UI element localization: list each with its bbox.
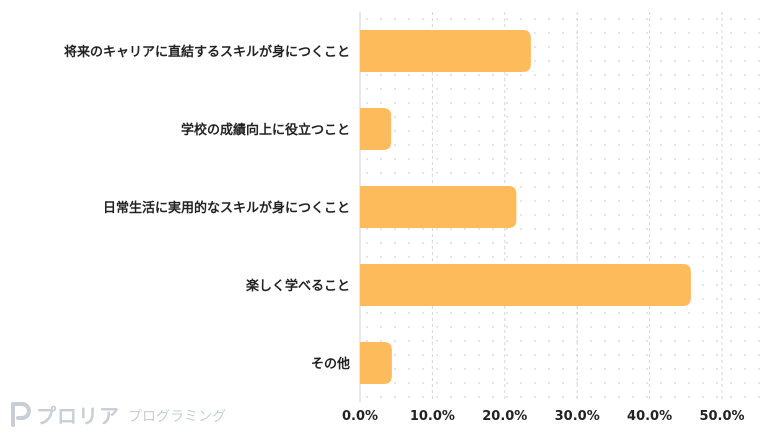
logo-name: プロリア [36, 403, 120, 428]
category-label: 日常生活に実用的なスキルが身につくこと [103, 200, 350, 216]
bar [360, 108, 392, 150]
bar [360, 264, 691, 306]
bar [360, 186, 517, 228]
brand-logo: プロリア プログラミング [10, 399, 226, 429]
proria-logo-icon [11, 402, 31, 427]
x-tick-label: 10.0% [410, 409, 455, 424]
x-tick-label: 40.0% [627, 409, 672, 424]
bar [360, 342, 392, 384]
x-tick-label: 0.0% [342, 409, 378, 424]
x-tick-label: 50.0% [699, 409, 744, 424]
category-label: 楽しく学べること [245, 278, 350, 294]
x-tick-label: 20.0% [482, 409, 527, 424]
logo-subtitle: プログラミング [128, 409, 226, 425]
category-label: 将来のキャリアに直結するスキルが身につくこと [64, 44, 350, 60]
category-label: その他 [311, 356, 350, 372]
bar [360, 30, 531, 72]
category-label: 学校の成績向上に役立つこと [181, 122, 350, 138]
x-tick-label: 30.0% [555, 409, 600, 424]
